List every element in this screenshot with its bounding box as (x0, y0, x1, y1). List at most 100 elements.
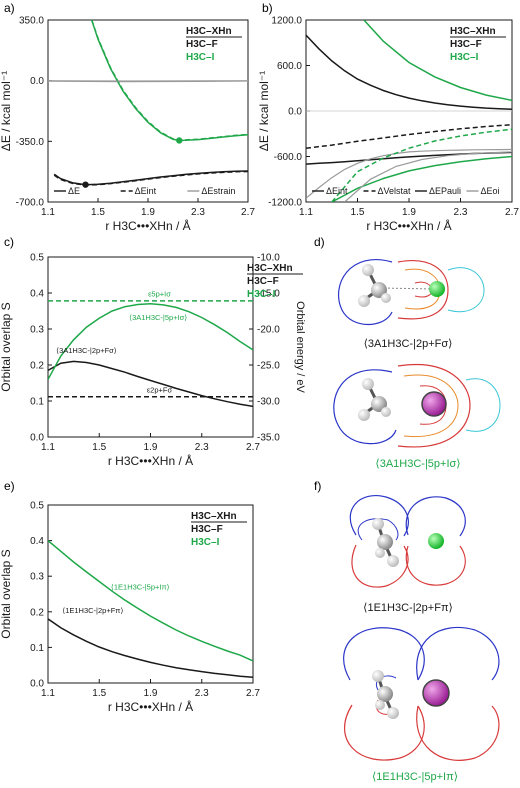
annotation-label: ⟨1E1H3C-|2p+Fπ⟩ (62, 606, 123, 615)
legend-title-3: H3C–I (191, 537, 220, 548)
y-tick-label: 0.3 (30, 325, 44, 336)
x-tick-label: 2.3 (195, 442, 209, 453)
y-axis-label: ΔE / kcal mol⁻¹ (0, 71, 13, 151)
series-line-1 (48, 540, 253, 662)
series-line-0 (48, 360, 253, 408)
series-line-3 (306, 148, 512, 199)
x-tick-label: 2.7 (246, 442, 260, 453)
series-line-1 (53, 170, 248, 186)
x-axis-label: r H3C•••XHn / Å (108, 699, 193, 714)
panel-label-d: d) (314, 235, 325, 249)
legend-title-3: H3C–I (247, 289, 276, 300)
y-tick-label: 0.1 (30, 643, 44, 654)
y-tick-label: -700.0 (16, 198, 45, 209)
y-tick-label: 0.0 (288, 107, 302, 118)
annotation-label: ⟨1E1H3C-|5p+Iπ⟩ (111, 583, 170, 592)
y2-tick-label: -20.0 (257, 325, 280, 336)
caption-d1: ⟨3A1H3C-|2p+Fσ⟩ (364, 338, 453, 350)
x-tick-label: 1.5 (91, 207, 105, 218)
chart-a: 1.1 1.5 1.9 2.3 2.7 350.0 0.0 -350.0 -700.0 r H3C… (0, 16, 255, 234)
y-tick-label: -350.0 (16, 137, 45, 148)
x-tick-label: 2.7 (505, 207, 519, 218)
y-tick-label: 0.5 (30, 253, 44, 264)
y-tick-label: 0.0 (30, 679, 44, 690)
legend-item-label: ΔE (68, 186, 80, 196)
y2-tick-label: -25.0 (257, 361, 280, 372)
series-line-0 (48, 618, 253, 679)
x-tick-label: 1.9 (144, 688, 158, 699)
caption-f1: ⟨1E1H3C-|2p+Fπ⟩ (363, 602, 453, 614)
charts: 1.1 1.5 1.9 2.3 2.7 350.0 0.0 -350.0 -700.0 r H3C… (0, 16, 519, 715)
y-tick-label: 0.5 (30, 501, 44, 512)
annotation-label: ⟨3A1H3C-|2p+Fσ⟩ (56, 346, 117, 355)
y-axis-label: Orbital overlap S (0, 549, 13, 638)
x-tick-label: 1.5 (351, 207, 365, 218)
y-tick-label: 0.4 (30, 289, 44, 300)
legend-title-1: H3C–XHn (186, 26, 232, 37)
legend-item-label: ΔEoi (481, 186, 500, 196)
annotation-label: ε2p+Fσ (147, 385, 173, 394)
y-tick-label: -1200.0 (268, 198, 302, 209)
legend-item-label: ΔEint (135, 186, 157, 196)
y-tick-label: 0.4 (30, 536, 44, 547)
series-line-4 (90, 20, 248, 141)
y-tick-label: 0.0 (30, 433, 44, 444)
panel-label-f: f) (314, 479, 321, 493)
series-group (306, 20, 512, 202)
x-tick-label: 1.9 (141, 207, 155, 218)
chart-b: 1.1 1.5 1.9 2.3 2.7 1200.0 600.0 0.0 -600.0 -1200… (257, 16, 519, 234)
caption-f2: ⟨1E1H3C-|5p+Iπ⟩ (372, 771, 458, 783)
legend-title-3: H3C–I (450, 52, 479, 63)
y-axis-label: ΔE / kcal mol⁻¹ (257, 71, 271, 151)
y2-axis-label: Orbital energy / eV (294, 301, 306, 393)
orbital-illustration-d1 (337, 259, 485, 325)
x-tick-label: 1.1 (41, 207, 55, 218)
x-tick-label: 1.9 (144, 442, 158, 453)
plot-frame (47, 19, 249, 203)
x-tick-label: 2.3 (191, 207, 205, 218)
x-tick-label: 1.5 (92, 688, 106, 699)
x-tick-label: 1.1 (41, 688, 55, 699)
x-axis-label: r H3C•••XHn / Å (366, 218, 451, 233)
x-tick-label: 2.3 (195, 688, 209, 699)
series-line-2 (48, 303, 253, 380)
series-group (48, 20, 248, 188)
series-line-3 (90, 20, 248, 142)
panel-label-b: b) (262, 1, 273, 15)
data-point (82, 181, 89, 188)
y-tick-label: 0.0 (30, 76, 44, 87)
series-group (48, 540, 253, 679)
series-line-5 (331, 128, 512, 202)
legend-title-1: H3C–XHn (247, 263, 293, 274)
x-tick-label: 1.9 (402, 207, 416, 218)
y2-tick-label: -15.0 (257, 289, 280, 300)
y2-tick-label: -10.0 (257, 253, 280, 264)
annotation-label: ε5p+Iσ (148, 290, 171, 299)
series-line-7 (344, 151, 512, 202)
orbital-illustration-f1 (349, 495, 466, 588)
x-tick-label: 2.7 (246, 688, 260, 699)
x-tick-label: 1.5 (92, 442, 106, 453)
series-line-1 (306, 123, 512, 149)
legend-item-label: ΔEint (326, 186, 348, 196)
panel-label-e: e) (4, 479, 15, 493)
annotation-label: ⟨3A1H3C-|5p+Iσ⟩ (129, 313, 187, 322)
legend-title-2: H3C–F (191, 524, 223, 535)
chart-e: 1.1 1.5 1.9 2.3 2.7 0.5 0.4 0.3 0.2 0.1 0.0 r H3C••… (0, 501, 260, 715)
y-tick-label: -600.0 (274, 152, 303, 163)
legend-title-2: H3C–F (450, 39, 482, 50)
y-tick-label: 0.3 (30, 572, 44, 583)
legend-item-label: ΔEstrain (201, 186, 235, 196)
y-tick-label: 0.1 (30, 397, 44, 408)
data-point (176, 137, 183, 144)
x-axis-label: r H3C•••XHn / Å (105, 218, 190, 233)
series-group (48, 300, 253, 408)
x-tick-label: 2.3 (454, 207, 468, 218)
chart-c: 1.1 1.5 1.9 2.3 2.7 0.5 0.4 0.3 0.2 0.1 0.0 -10.0 -1… (0, 253, 306, 469)
y-tick-label: 0.2 (30, 607, 44, 618)
legend-title-2: H3C–F (186, 39, 218, 50)
y-tick-label: 350.0 (19, 16, 44, 27)
legend-item-label: ΔEPauli (429, 186, 461, 196)
y2-tick-label: -30.0 (257, 397, 280, 408)
